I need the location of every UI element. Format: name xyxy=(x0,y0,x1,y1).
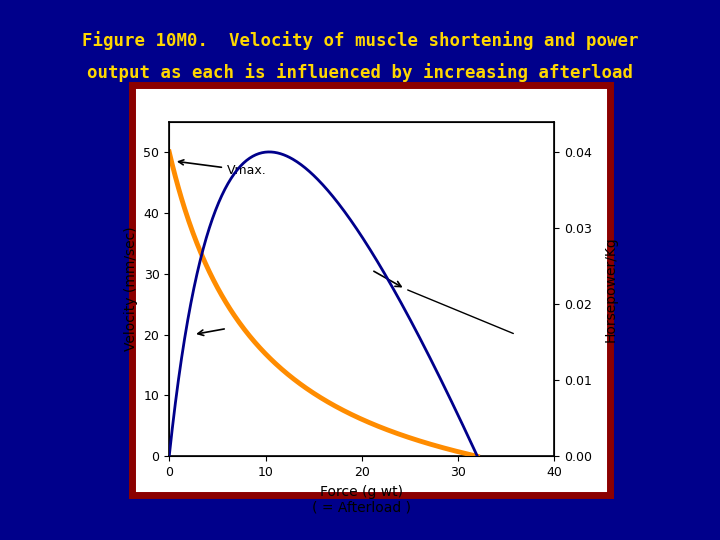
Text: Vmax.: Vmax. xyxy=(179,160,266,177)
Y-axis label: Velocity (mm/sec): Velocity (mm/sec) xyxy=(124,227,138,351)
Text: output as each is influenced by increasing afterload: output as each is influenced by increasi… xyxy=(87,63,633,83)
Text: Figure 10M0.  Velocity of muscle shortening and power: Figure 10M0. Velocity of muscle shorteni… xyxy=(82,31,638,50)
X-axis label: Force (g wt)
( = Afterload ): Force (g wt) ( = Afterload ) xyxy=(312,484,411,515)
Y-axis label: Horsepower/Kg: Horsepower/Kg xyxy=(603,236,617,342)
